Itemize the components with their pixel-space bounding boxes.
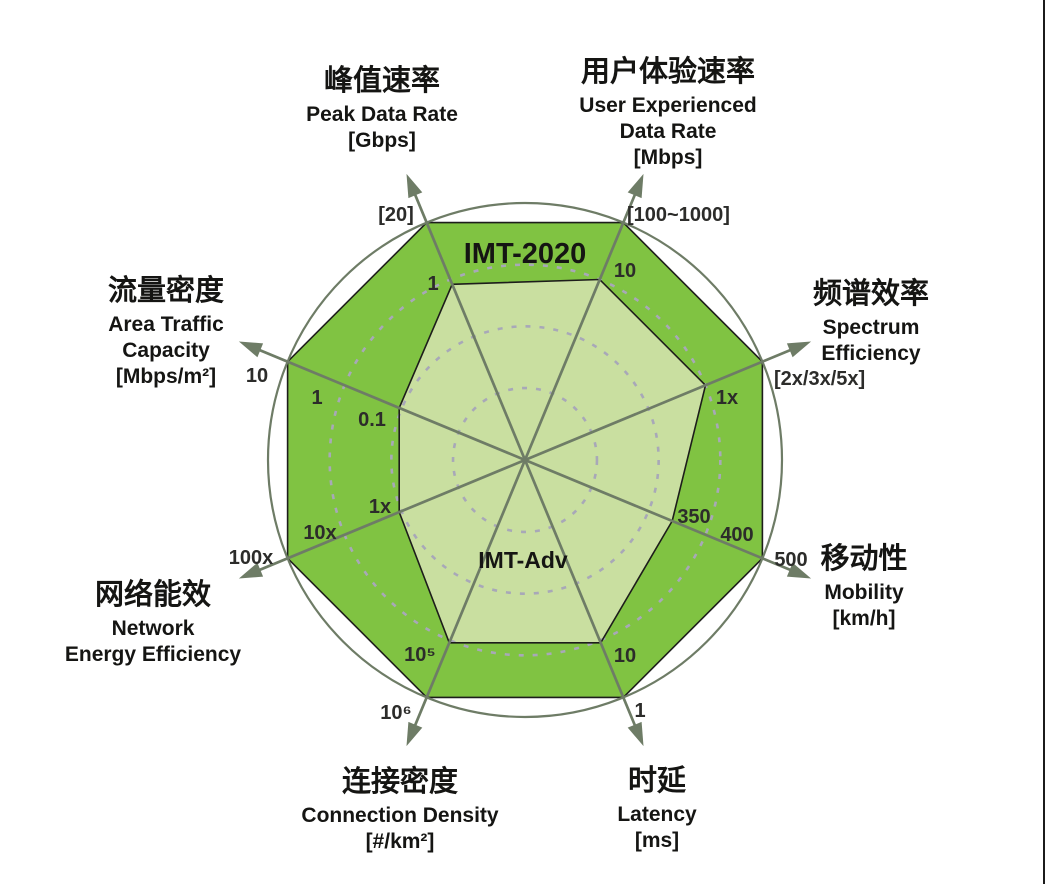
series-label-imt-2020: IMT-2020 — [464, 238, 587, 270]
axis-arrowhead-area-traffic-capacity — [238, 341, 264, 358]
tick-mobility-1: 400 — [720, 524, 753, 546]
grid-ring-3 — [328, 263, 722, 657]
tick-user-experienced-data-rate-0: 10 — [614, 260, 636, 282]
axis-title-latency-line-0: 时延 — [628, 763, 687, 797]
page-edge-line — [1043, 0, 1045, 884]
tick-network-energy-efficiency-0: 1x — [369, 496, 391, 518]
axis-title-spectrum-efficiency-line-2: Efficiency — [821, 342, 921, 365]
axis-line-latency — [523, 459, 639, 732]
axis-title-peak-data-rate-line-0: 峰值速率 — [324, 63, 440, 97]
axis-title-connection-density-line-1: Connection Density — [301, 804, 499, 827]
axis-arrowhead-network-energy-efficiency — [238, 562, 264, 579]
axis-title-network-energy-efficiency-line-2: Energy Efficiency — [65, 643, 242, 666]
tick-network-energy-efficiency-1: 10x — [303, 522, 336, 544]
axis-title-user-experienced-data-rate-line-2: Data Rate — [620, 120, 717, 143]
axis-title-mobility-line-0: 移动性 — [820, 541, 907, 575]
tick-connection-density-0: 10⁵ — [404, 644, 436, 666]
tick-connection-density-1: 10⁶ — [380, 702, 411, 724]
axis-title-network-energy-efficiency-line-0: 网络能效 — [95, 577, 211, 611]
axis-title-user-experienced-data-rate-line-1: User Experienced — [579, 94, 756, 117]
axis-arrowhead-latency — [627, 721, 644, 747]
axis-title-network-energy-efficiency-line-1: Network — [112, 617, 195, 640]
tick-area-traffic-capacity-2: 10 — [246, 365, 268, 387]
axis-title-peak-data-rate-line-1: Peak Data Rate — [306, 103, 458, 126]
axis-line-peak-data-rate — [411, 188, 527, 461]
grid-ring-2 — [390, 325, 660, 595]
tick-mobility-2: 500 — [774, 549, 807, 571]
axis-arrowhead-mobility — [786, 562, 812, 579]
tick-area-traffic-capacity-0: 0.1 — [358, 409, 386, 431]
outer-circle — [266, 201, 784, 719]
axis-title-mobility-line-1: Mobility — [824, 581, 904, 604]
axis-arrowhead-spectrum-efficiency — [786, 341, 812, 358]
tick-latency-1: 1 — [634, 700, 645, 722]
tick-latency-0: 10 — [614, 645, 636, 667]
axis-title-connection-density-line-2: [#/km²] — [366, 830, 435, 853]
axis-title-connection-density-line-0: 连接密度 — [342, 764, 458, 798]
axis-title-area-traffic-capacity-line-3: [Mbps/m²] — [116, 365, 216, 388]
tick-mobility-0: 350 — [677, 506, 710, 528]
axis-title-peak-data-rate-line-2: [Gbps] — [348, 129, 416, 152]
axis-line-mobility — [524, 458, 797, 574]
axis-line-connection-density — [411, 459, 527, 732]
axis-title-mobility-line-2: [km/h] — [833, 607, 896, 630]
axis-arrowhead-user-experienced-data-rate — [627, 173, 644, 199]
tick-spectrum-efficiency-1: [2x/3x/5x] — [774, 368, 865, 390]
axis-title-user-experienced-data-rate-line-3: [Mbps] — [634, 146, 703, 169]
axis-line-network-energy-efficiency — [253, 458, 526, 574]
axis-title-latency-line-1: Latency — [617, 803, 697, 826]
axis-title-area-traffic-capacity-line-1: Area Traffic — [108, 313, 224, 336]
tick-spectrum-efficiency-0: 1x — [716, 387, 738, 409]
tick-peak-data-rate-1: [20] — [378, 204, 414, 226]
axis-line-spectrum-efficiency — [524, 346, 797, 462]
axis-title-latency-line-2: [ms] — [635, 829, 679, 852]
axis-arrowhead-connection-density — [406, 721, 423, 747]
axis-title-area-traffic-capacity-line-0: 流量密度 — [108, 273, 224, 307]
axis-line-user-experienced-data-rate — [523, 188, 639, 461]
axis-title-area-traffic-capacity-line-2: Capacity — [122, 339, 210, 362]
tick-peak-data-rate-0: 1 — [427, 273, 438, 295]
axis-line-area-traffic-capacity — [253, 346, 526, 462]
axis-title-user-experienced-data-rate-line-0: 用户体验速率 — [581, 54, 755, 88]
series-fill-imt-adv — [399, 279, 706, 643]
axis-arrowhead-peak-data-rate — [406, 173, 423, 199]
axis-title-spectrum-efficiency-line-1: Spectrum — [823, 316, 920, 339]
tick-network-energy-efficiency-2: 100x — [229, 547, 274, 569]
grid-ring-1 — [451, 386, 599, 534]
axis-title-spectrum-efficiency-line-0: 频谱效率 — [813, 276, 929, 310]
tick-area-traffic-capacity-1: 1 — [311, 387, 322, 409]
series-label-imt-adv: IMT-Adv — [478, 547, 568, 573]
tick-user-experienced-data-rate-1: [100~1000] — [627, 204, 730, 226]
